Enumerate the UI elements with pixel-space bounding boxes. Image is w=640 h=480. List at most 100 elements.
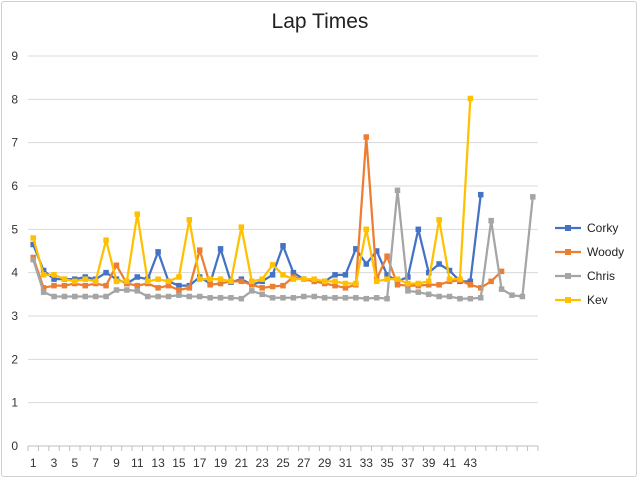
- point-chris: [280, 295, 286, 301]
- point-woody: [165, 282, 172, 289]
- point-woody: [82, 282, 88, 289]
- point-chris: [301, 293, 307, 300]
- point-kev: [373, 278, 380, 285]
- point-chris: [415, 289, 422, 295]
- point-corky: [436, 261, 442, 267]
- legend-marker-corky: [565, 225, 571, 231]
- point-chris: [40, 289, 47, 295]
- point-woody: [61, 282, 68, 289]
- point-chris: [457, 295, 463, 302]
- point-woody: [467, 282, 474, 288]
- point-woody: [425, 282, 432, 288]
- point-chris: [290, 295, 297, 301]
- point-chris: [488, 217, 494, 224]
- point-corky: [30, 241, 36, 248]
- legend-marker-kev: [565, 297, 571, 303]
- x-tick-label: 15: [172, 456, 186, 470]
- point-kev: [30, 235, 36, 241]
- legend-marker-chris: [565, 273, 571, 279]
- x-tick-label: 17: [193, 456, 207, 470]
- point-kev: [186, 217, 193, 223]
- x-tick-label: 33: [360, 456, 374, 470]
- legend-marker-woody: [565, 249, 571, 255]
- point-kev: [269, 262, 276, 268]
- point-woody: [498, 268, 505, 275]
- x-tick-label: 31: [339, 456, 353, 470]
- point-chris: [384, 295, 390, 302]
- point-kev: [290, 276, 297, 282]
- series-line-woody: [32, 135, 503, 292]
- point-woody: [51, 282, 57, 289]
- point-corky: [353, 246, 359, 252]
- point-kev: [103, 237, 109, 243]
- legend-label-woody: Woody: [587, 245, 624, 259]
- point-corky: [384, 272, 390, 278]
- chart-title: Lap Times: [271, 10, 369, 33]
- point-kev: [217, 276, 224, 282]
- point-corky: [373, 248, 380, 254]
- x-tick-label: 9: [113, 456, 120, 470]
- point-chris: [228, 295, 234, 301]
- y-tick-label: 1: [11, 396, 18, 410]
- point-kev: [238, 224, 245, 230]
- point-kev: [467, 95, 474, 102]
- y-tick-label: 9: [11, 49, 18, 63]
- point-kev: [51, 272, 57, 278]
- point-chris: [509, 292, 515, 298]
- point-chris: [155, 293, 161, 300]
- point-chris: [176, 292, 182, 298]
- point-chris: [530, 194, 536, 200]
- x-tick-label: 11: [131, 456, 144, 470]
- x-tick-label: 37: [401, 456, 415, 470]
- point-kev: [82, 276, 88, 282]
- legend-label-chris: Chris: [587, 269, 615, 283]
- point-corky: [103, 269, 109, 276]
- point-corky: [155, 249, 161, 255]
- point-woody: [176, 287, 182, 293]
- point-kev: [394, 276, 401, 282]
- x-tick-label: 3: [51, 456, 58, 470]
- point-kev: [144, 278, 151, 285]
- point-kev: [155, 276, 161, 282]
- y-tick-label: 2: [11, 352, 18, 366]
- y-tick-label: 5: [11, 222, 18, 236]
- point-kev: [311, 276, 317, 282]
- x-tick-label: 35: [380, 456, 394, 470]
- point-kev: [134, 211, 141, 217]
- series-line-corky: [32, 194, 482, 287]
- point-kev: [249, 278, 255, 285]
- point-woody: [207, 282, 213, 288]
- point-woody: [394, 282, 401, 288]
- point-woody: [40, 285, 47, 291]
- point-woody: [280, 282, 286, 289]
- point-corky: [405, 274, 411, 280]
- point-chris: [72, 293, 78, 300]
- point-kev: [457, 276, 463, 282]
- point-corky: [40, 267, 47, 274]
- point-kev: [207, 276, 213, 282]
- point-kev: [176, 274, 182, 280]
- point-corky: [280, 243, 286, 249]
- point-woody: [238, 278, 245, 285]
- point-kev: [61, 276, 68, 282]
- point-corky: [467, 278, 474, 285]
- point-woody: [249, 282, 255, 288]
- x-tick-label: 43: [464, 456, 478, 470]
- point-woody: [186, 285, 193, 291]
- point-woody: [342, 285, 349, 291]
- x-tick-label: 25: [276, 456, 290, 470]
- point-woody: [155, 285, 161, 291]
- y-tick-label: 7: [11, 136, 18, 150]
- point-woody: [113, 262, 120, 269]
- point-chris: [92, 293, 99, 300]
- x-tick-label: 27: [297, 456, 311, 470]
- point-chris: [353, 295, 359, 301]
- point-chris: [30, 256, 36, 263]
- point-kev: [415, 280, 422, 287]
- point-chris: [61, 293, 68, 300]
- point-kev: [301, 276, 307, 282]
- point-corky: [446, 267, 453, 274]
- point-chris: [196, 293, 203, 300]
- point-corky: [217, 246, 224, 252]
- point-kev: [363, 226, 370, 233]
